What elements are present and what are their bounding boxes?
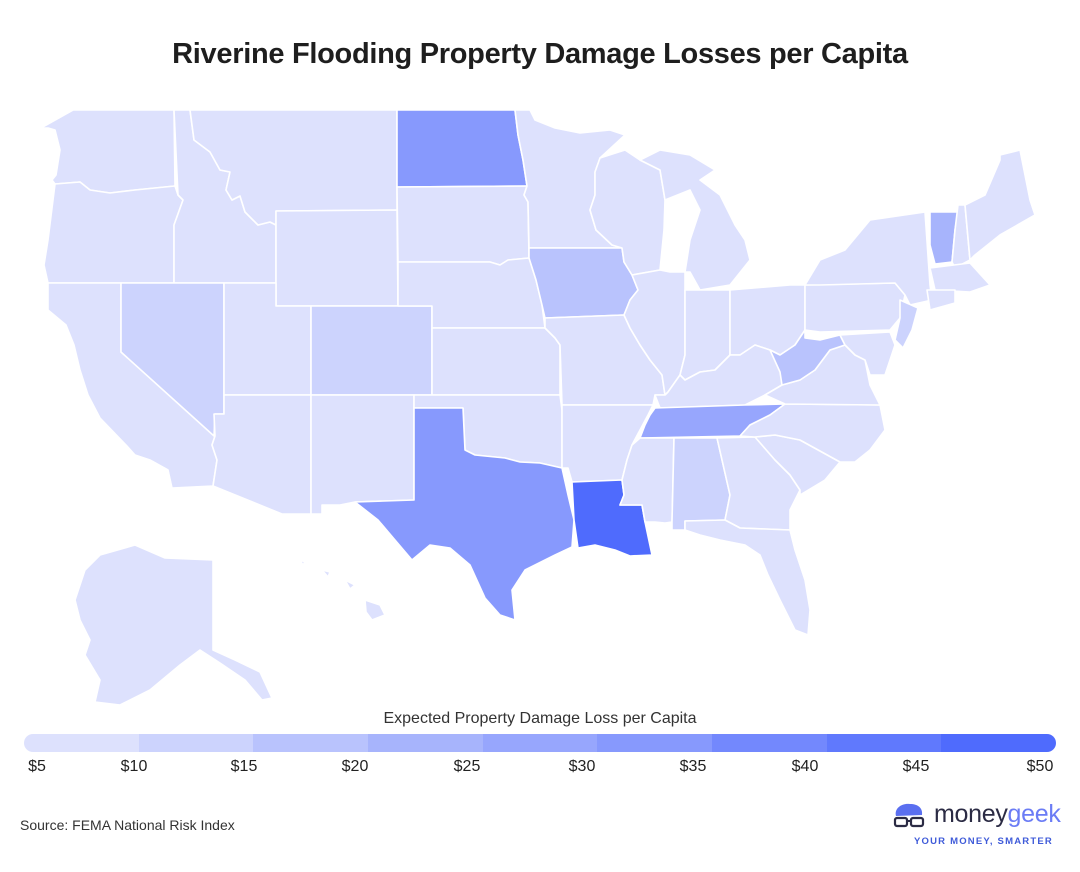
scale-bin-7 xyxy=(712,734,827,752)
legend-title: Expected Property Damage Loss per Capita xyxy=(383,710,697,727)
logo-tagline: YOUR MONEY, SMARTER xyxy=(914,836,1053,847)
tick-label: $30 xyxy=(568,758,596,775)
state-ks xyxy=(431,327,561,396)
tick-label: $10 xyxy=(120,758,148,775)
state-fl xyxy=(684,519,811,636)
tick-label: $50 xyxy=(1026,758,1054,775)
tick-label: $15 xyxy=(230,758,258,775)
state-me xyxy=(964,149,1036,261)
scale-bin-6 xyxy=(597,734,713,752)
state-mi xyxy=(639,149,751,291)
tick-label: $5 xyxy=(28,758,46,775)
state-oh xyxy=(729,284,806,356)
state-az xyxy=(211,394,312,515)
tick-label: $45 xyxy=(902,758,930,775)
tick-label: $20 xyxy=(341,758,369,775)
state-ak xyxy=(74,544,273,706)
state-sd xyxy=(396,185,530,266)
state-tx xyxy=(354,407,575,621)
state-pa xyxy=(804,282,906,333)
state-or xyxy=(43,181,184,284)
scale-bin-8 xyxy=(826,734,942,752)
logo-word-geek: geek xyxy=(1007,800,1061,828)
chart-title: Riverine Flooding Property Damage Losses… xyxy=(172,38,908,70)
state-il xyxy=(623,269,686,396)
geek-face-icon xyxy=(893,803,925,828)
state-nj xyxy=(894,299,919,349)
tick-label: $40 xyxy=(791,758,819,775)
state-co xyxy=(310,305,433,396)
scale-bin-3 xyxy=(253,734,369,752)
state-nm xyxy=(310,394,415,515)
scale-ticks: $5 $10 $15 $20 $25 $30 $35 $40 $45 $50 xyxy=(0,758,1080,780)
state-ct xyxy=(926,289,956,311)
logo-word-money: money xyxy=(934,800,1008,828)
state-ma xyxy=(929,262,991,293)
state-wa xyxy=(40,109,176,194)
logo-wordmark: moneygeek xyxy=(934,800,1061,829)
scale-bin-5 xyxy=(482,734,598,752)
moneygeek-logo: moneygeek YOUR MONEY, SMARTER xyxy=(892,800,1062,852)
state-md xyxy=(839,331,896,376)
state-wy xyxy=(275,209,399,307)
scale-bin-4 xyxy=(368,734,483,752)
source-note: Source: FEMA National Risk Index xyxy=(20,817,235,833)
state-ia xyxy=(528,247,639,319)
scale-bin-9 xyxy=(941,734,1056,752)
state-hi xyxy=(299,559,386,621)
state-nc xyxy=(739,403,886,463)
scale-bin-2 xyxy=(138,734,254,752)
us-map xyxy=(40,109,1036,706)
state-nd xyxy=(396,109,528,188)
color-scale-bar xyxy=(24,734,1056,752)
tick-label: $25 xyxy=(453,758,481,775)
scale-bin-1 xyxy=(24,734,139,752)
tick-label: $35 xyxy=(679,758,707,775)
